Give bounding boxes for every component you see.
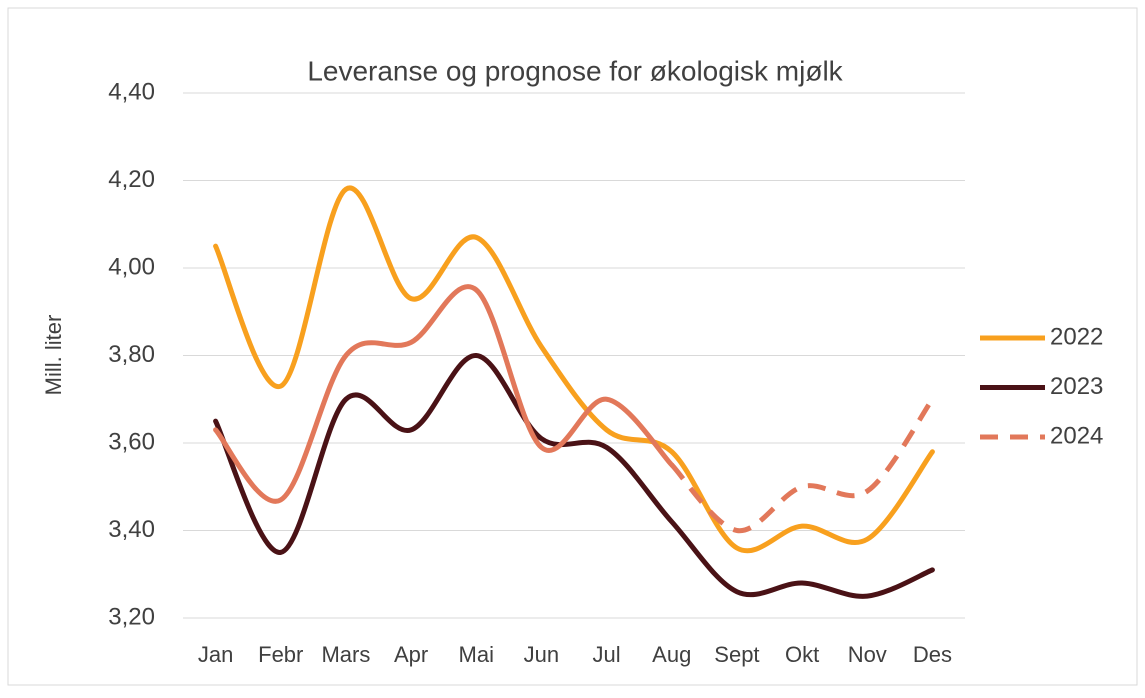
x-tick-label: Febr	[258, 642, 303, 667]
x-tick-label: Aug	[652, 642, 691, 667]
y-tick-label: 3,60	[108, 428, 155, 455]
line	[213, 185, 935, 554]
y-tick-label: 3,80	[108, 341, 155, 368]
x-tick-label: Apr	[394, 642, 428, 667]
chart-border	[7, 7, 1138, 686]
x-tick-label: Des	[913, 642, 952, 667]
legend-label: 2024	[1050, 422, 1103, 449]
x-tick-label: Okt	[785, 642, 819, 667]
chart-title: Leveranse og prognose for økologisk mjøl…	[307, 55, 843, 86]
y-tick-label: 4,40	[108, 78, 155, 105]
legend-label: 2023	[1050, 373, 1103, 400]
x-tick-label: Mai	[459, 642, 494, 667]
y-tick-label: 3,40	[108, 516, 155, 543]
line	[669, 397, 935, 534]
line	[213, 284, 675, 504]
x-tick-label: Jun	[524, 642, 559, 667]
x-tick-label: Sept	[714, 642, 759, 667]
x-tick-label: Nov	[848, 642, 887, 667]
x-tick-label: Jan	[198, 642, 233, 667]
x-tick-label: Mars	[321, 642, 370, 667]
line	[213, 353, 935, 599]
legend-label: 2022	[1050, 323, 1103, 350]
x-tick-label: Jul	[593, 642, 621, 667]
y-tick-label: 4,00	[108, 253, 155, 280]
y-tick-label: 4,20	[108, 166, 155, 193]
y-axis-label: Mill. liter	[41, 315, 66, 396]
y-tick-label: 3,20	[108, 603, 155, 630]
